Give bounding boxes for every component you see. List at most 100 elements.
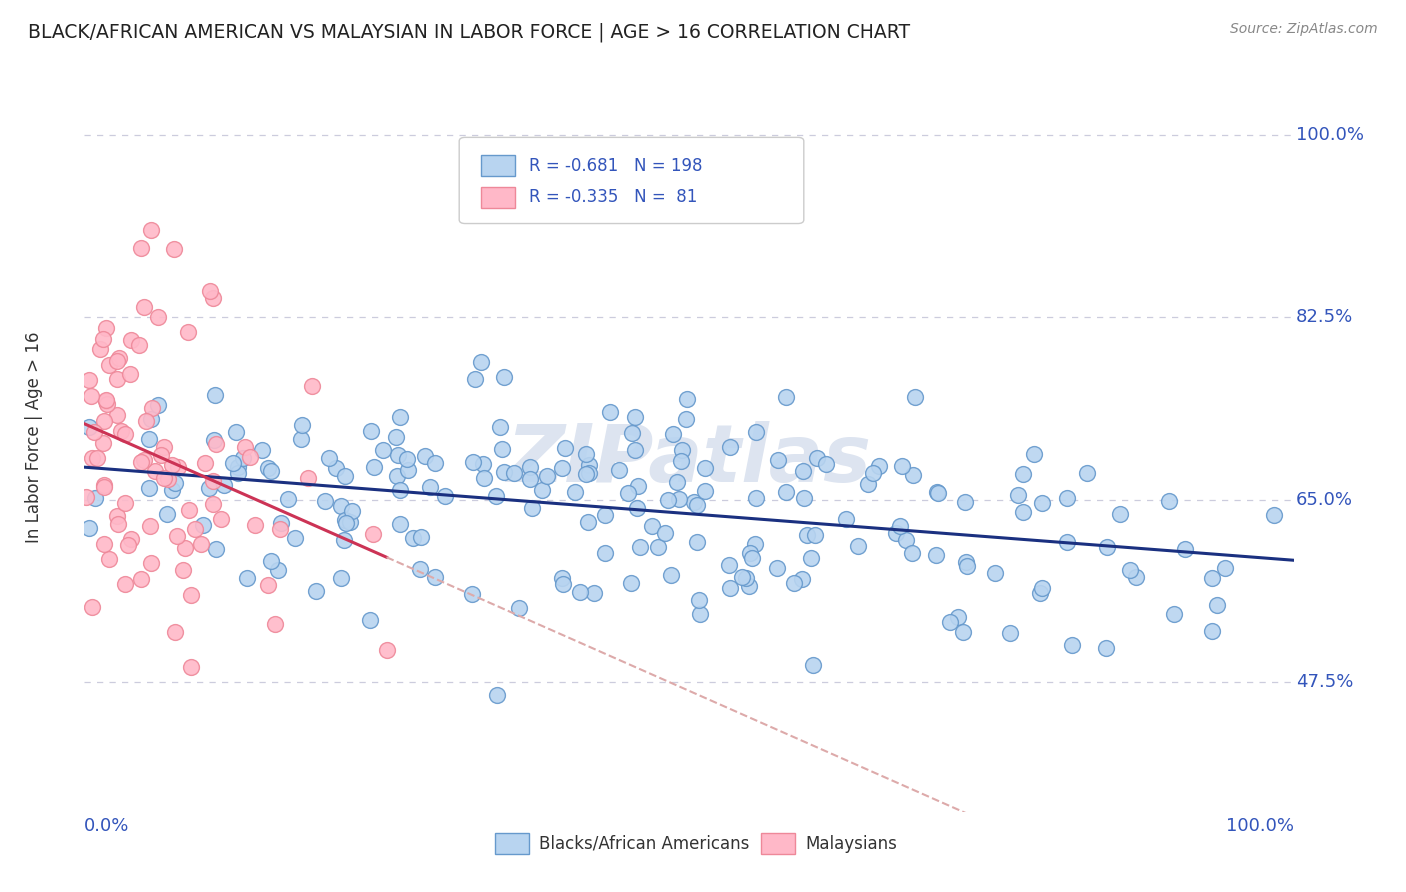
- Point: [884, 525, 907, 540]
- Point: [153, 441, 176, 455]
- Point: [531, 483, 554, 497]
- Point: [318, 450, 340, 465]
- Point: [141, 223, 163, 237]
- Point: [264, 616, 287, 631]
- Point: [718, 440, 741, 454]
- Point: [730, 570, 752, 584]
- Point: [620, 426, 643, 441]
- Point: [114, 576, 136, 591]
- Point: [205, 541, 228, 556]
- Point: [93, 480, 115, 494]
- Point: [177, 502, 200, 516]
- Point: [128, 338, 150, 352]
- Point: [693, 460, 716, 475]
- Point: [97, 552, 120, 566]
- Point: [1000, 626, 1022, 640]
- Point: [1012, 505, 1035, 519]
- Text: R = -0.335   N =  81: R = -0.335 N = 81: [529, 188, 697, 206]
- Text: Blacks/African Americans: Blacks/African Americans: [538, 835, 749, 853]
- Point: [1029, 586, 1052, 600]
- Point: [796, 528, 818, 542]
- Point: [766, 453, 789, 467]
- Point: [575, 467, 598, 482]
- Point: [1108, 508, 1130, 522]
- Point: [138, 482, 160, 496]
- Point: [129, 241, 152, 255]
- Point: [236, 571, 259, 585]
- Point: [180, 660, 202, 674]
- Point: [202, 497, 225, 511]
- Point: [402, 531, 425, 545]
- Point: [1263, 508, 1285, 523]
- Point: [222, 456, 245, 470]
- Point: [1007, 488, 1029, 502]
- Text: In Labor Force | Age > 16: In Labor Force | Age > 16: [24, 331, 42, 543]
- Point: [983, 566, 1005, 580]
- Point: [146, 310, 169, 324]
- Point: [599, 405, 621, 419]
- Point: [946, 610, 969, 624]
- Point: [553, 576, 575, 591]
- Point: [519, 472, 541, 486]
- Point: [415, 450, 437, 464]
- Point: [153, 471, 176, 485]
- Point: [423, 570, 446, 584]
- Text: 65.0%: 65.0%: [1296, 491, 1353, 508]
- Point: [267, 564, 290, 578]
- Point: [657, 493, 679, 508]
- Point: [628, 540, 651, 554]
- Point: [593, 508, 616, 523]
- Point: [409, 562, 432, 576]
- Point: [491, 442, 513, 457]
- Point: [340, 504, 363, 518]
- Point: [423, 456, 446, 470]
- Point: [470, 355, 492, 369]
- Point: [114, 496, 136, 510]
- Point: [508, 600, 530, 615]
- Point: [226, 466, 249, 480]
- FancyBboxPatch shape: [481, 155, 515, 177]
- Point: [141, 412, 163, 426]
- Point: [472, 471, 495, 485]
- Point: [269, 522, 291, 536]
- Point: [232, 451, 254, 466]
- Point: [1206, 598, 1229, 612]
- Point: [82, 450, 104, 465]
- Text: Malaysians: Malaysians: [806, 835, 897, 853]
- Text: R = -0.681   N = 198: R = -0.681 N = 198: [529, 157, 703, 175]
- Point: [741, 550, 763, 565]
- Point: [927, 485, 949, 500]
- Point: [1163, 607, 1185, 621]
- Point: [93, 537, 115, 551]
- Point: [389, 517, 412, 532]
- Point: [1056, 534, 1078, 549]
- Point: [363, 460, 385, 475]
- Point: [488, 419, 510, 434]
- Point: [419, 480, 441, 494]
- FancyBboxPatch shape: [762, 833, 796, 855]
- FancyBboxPatch shape: [460, 137, 804, 224]
- Point: [686, 534, 709, 549]
- Point: [177, 325, 200, 339]
- Point: [668, 491, 690, 506]
- Point: [105, 508, 128, 523]
- Point: [277, 491, 299, 506]
- Point: [141, 401, 163, 416]
- Point: [82, 599, 104, 614]
- Point: [745, 425, 768, 440]
- Text: BLACK/AFRICAN AMERICAN VS MALAYSIAN IN LABOR FORCE | AGE > 16 CORRELATION CHART: BLACK/AFRICAN AMERICAN VS MALAYSIAN IN L…: [28, 22, 910, 42]
- Text: 100.0%: 100.0%: [1226, 817, 1294, 835]
- Point: [800, 551, 823, 566]
- Point: [666, 475, 689, 489]
- Point: [894, 533, 917, 548]
- Point: [252, 442, 274, 457]
- Point: [738, 546, 761, 560]
- Point: [77, 520, 100, 534]
- Point: [139, 519, 162, 533]
- Point: [333, 469, 356, 483]
- Point: [96, 392, 118, 407]
- Point: [1157, 493, 1180, 508]
- Point: [536, 469, 558, 483]
- Point: [202, 474, 225, 488]
- Point: [953, 495, 976, 509]
